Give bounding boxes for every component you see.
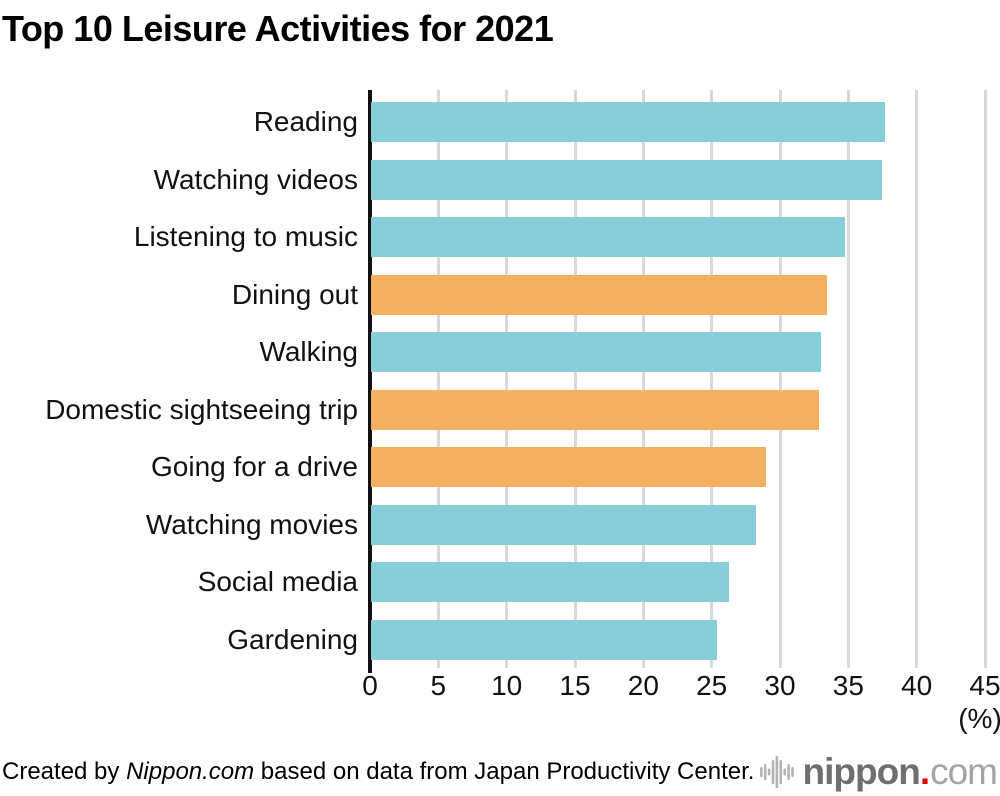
gridline: [846, 90, 850, 668]
nippon-logo: nippon. com: [759, 748, 998, 796]
category-label: Social media: [197, 566, 358, 597]
gridline: [778, 90, 782, 668]
category-label: Watching videos: [153, 163, 358, 195]
x-tick-label: 45: [969, 670, 1000, 701]
logo-tld: com: [930, 751, 998, 792]
category-label: Walking: [259, 336, 358, 367]
gridline: [641, 90, 645, 668]
gridline: [436, 90, 440, 668]
gridline: [505, 90, 509, 668]
x-tick-label: 25: [696, 670, 728, 701]
bar: [371, 217, 846, 257]
category-label: Watching movies: [145, 508, 358, 540]
credit-prefix: Created by: [2, 758, 127, 785]
category-label: Gardening: [227, 623, 358, 655]
category-label: Domestic sightseeing trip: [45, 393, 358, 425]
x-tick-label: 10: [491, 670, 523, 701]
x-tick-label: 20: [627, 670, 659, 701]
credit-source: Nippon.com: [126, 758, 255, 785]
x-axis-unit-label: (%): [958, 703, 1000, 734]
credit-suffix: based on data from Japan Productivity Ce…: [254, 758, 755, 785]
x-tick-label: 40: [901, 670, 933, 701]
category-label: Listening to music: [133, 221, 358, 252]
bar: [371, 504, 757, 545]
bar: [371, 619, 717, 660]
bar: [371, 562, 730, 602]
bar: [371, 447, 766, 487]
footer-credit: Created by Nippon.com based on data from…: [2, 758, 754, 786]
category-label: Going for a drive: [151, 451, 358, 482]
x-tick-label: 0: [362, 670, 378, 701]
x-tick-label: 5: [430, 670, 447, 701]
gridline: [573, 90, 577, 668]
chart-title: Top 10 Leisure Activities for 2021: [2, 8, 554, 49]
gridline: [915, 90, 919, 668]
x-tick-label: 30: [764, 670, 796, 701]
y-axis-line: [368, 90, 372, 673]
category-label: Reading: [253, 106, 358, 137]
bar: [371, 332, 821, 372]
gridline: [710, 90, 714, 668]
soundwave-icon: [759, 756, 794, 788]
bar: [371, 102, 885, 142]
category-label: Dining out: [231, 278, 358, 310]
gridline: [983, 90, 987, 668]
logo-dot: .: [919, 751, 931, 792]
bar: [371, 274, 828, 315]
bar: [371, 159, 883, 200]
logo-name: nippon: [802, 751, 921, 792]
bar: [371, 389, 820, 430]
x-tick-label: 35: [832, 670, 864, 701]
x-tick-label: 15: [559, 670, 591, 701]
